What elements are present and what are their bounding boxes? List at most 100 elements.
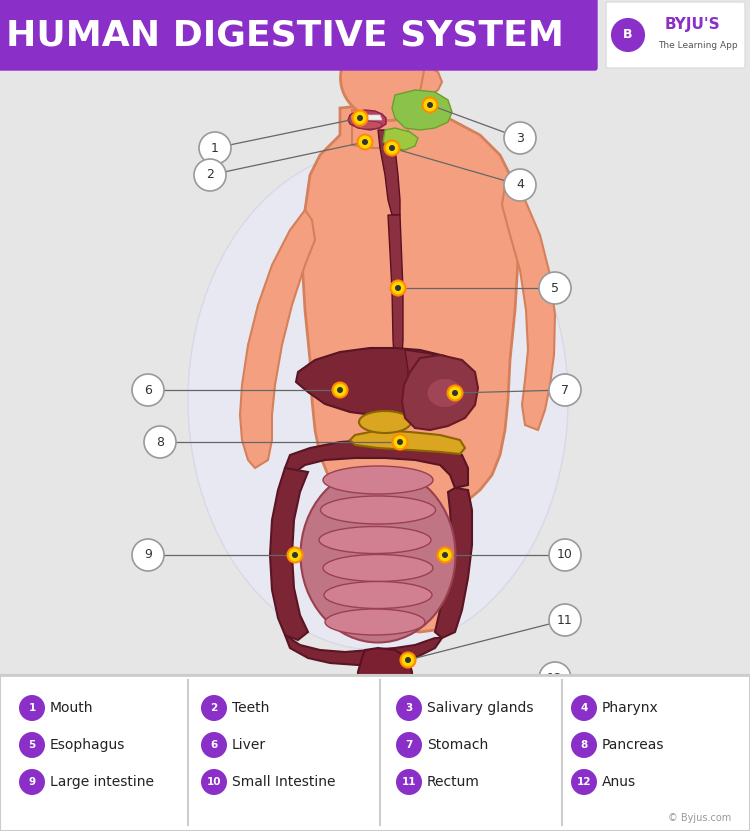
- Circle shape: [357, 115, 363, 121]
- Polygon shape: [302, 105, 518, 632]
- Text: 11: 11: [402, 777, 416, 787]
- Ellipse shape: [340, 36, 436, 120]
- Polygon shape: [352, 115, 382, 120]
- Circle shape: [504, 122, 536, 154]
- Circle shape: [549, 604, 581, 636]
- Polygon shape: [240, 210, 315, 468]
- Text: 12: 12: [577, 777, 591, 787]
- Polygon shape: [285, 635, 442, 665]
- Circle shape: [571, 732, 597, 758]
- Text: © Byjus.com: © Byjus.com: [668, 813, 731, 823]
- Polygon shape: [502, 175, 555, 430]
- Polygon shape: [392, 90, 452, 130]
- Text: 8: 8: [580, 740, 588, 750]
- Circle shape: [201, 732, 227, 758]
- Polygon shape: [405, 350, 468, 416]
- Text: Pancreas: Pancreas: [602, 738, 664, 752]
- Text: 1: 1: [28, 703, 36, 713]
- Circle shape: [332, 382, 347, 397]
- Polygon shape: [358, 648, 412, 726]
- Circle shape: [352, 111, 368, 125]
- Circle shape: [571, 695, 597, 721]
- Text: 9: 9: [144, 548, 152, 562]
- Text: 10: 10: [207, 777, 221, 787]
- Circle shape: [452, 390, 458, 396]
- Circle shape: [201, 695, 227, 721]
- Ellipse shape: [323, 466, 433, 494]
- Text: 3: 3: [516, 131, 524, 145]
- Circle shape: [539, 272, 571, 304]
- Circle shape: [612, 19, 644, 51]
- Ellipse shape: [324, 582, 432, 608]
- Text: 11: 11: [557, 613, 573, 627]
- Circle shape: [19, 695, 45, 721]
- Circle shape: [358, 135, 373, 150]
- Text: 4: 4: [580, 703, 588, 713]
- Polygon shape: [378, 130, 400, 215]
- Circle shape: [396, 732, 422, 758]
- Circle shape: [194, 159, 226, 191]
- Circle shape: [199, 132, 231, 164]
- Text: 2: 2: [206, 169, 214, 181]
- Text: HUMAN DIGESTIVE SYSTEM: HUMAN DIGESTIVE SYSTEM: [6, 19, 564, 53]
- Circle shape: [132, 374, 164, 406]
- Circle shape: [292, 552, 298, 558]
- Polygon shape: [352, 110, 408, 148]
- Ellipse shape: [325, 609, 425, 635]
- Text: Teeth: Teeth: [232, 701, 269, 715]
- Circle shape: [396, 769, 422, 795]
- Circle shape: [392, 435, 407, 450]
- Text: 8: 8: [156, 435, 164, 449]
- Text: 4: 4: [516, 179, 524, 191]
- Text: 9: 9: [28, 777, 35, 787]
- FancyBboxPatch shape: [0, 0, 597, 70]
- Circle shape: [392, 712, 398, 718]
- Circle shape: [385, 140, 400, 155]
- Circle shape: [400, 652, 416, 667]
- Text: 2: 2: [210, 703, 218, 713]
- Polygon shape: [296, 348, 470, 418]
- Polygon shape: [402, 355, 478, 430]
- Text: Salivary glands: Salivary glands: [427, 701, 533, 715]
- Circle shape: [201, 769, 227, 795]
- Circle shape: [571, 769, 597, 795]
- FancyBboxPatch shape: [0, 675, 750, 831]
- Circle shape: [362, 139, 368, 145]
- FancyBboxPatch shape: [606, 2, 745, 68]
- Text: 5: 5: [28, 740, 36, 750]
- Circle shape: [448, 386, 463, 401]
- Ellipse shape: [319, 527, 431, 553]
- Circle shape: [395, 285, 401, 291]
- Text: Stomach: Stomach: [427, 738, 488, 752]
- Text: 3: 3: [405, 703, 412, 713]
- Polygon shape: [270, 468, 308, 640]
- Ellipse shape: [370, 720, 400, 732]
- Circle shape: [144, 426, 176, 458]
- Ellipse shape: [188, 150, 568, 650]
- Text: 6: 6: [144, 383, 152, 396]
- Circle shape: [389, 145, 395, 151]
- Circle shape: [19, 732, 45, 758]
- Text: 7: 7: [561, 383, 569, 396]
- Text: 7: 7: [405, 740, 412, 750]
- Text: Pharynx: Pharynx: [602, 701, 658, 715]
- Polygon shape: [383, 128, 418, 150]
- Circle shape: [504, 169, 536, 201]
- Ellipse shape: [359, 411, 411, 433]
- Ellipse shape: [427, 379, 463, 407]
- Text: 5: 5: [551, 282, 559, 294]
- Polygon shape: [350, 430, 465, 454]
- Text: B: B: [623, 28, 633, 42]
- Text: BYJU'S: BYJU'S: [665, 17, 721, 32]
- Circle shape: [442, 552, 448, 558]
- Circle shape: [437, 548, 452, 563]
- Ellipse shape: [323, 554, 433, 582]
- Text: 12: 12: [547, 671, 562, 685]
- Circle shape: [391, 281, 406, 296]
- Circle shape: [132, 539, 164, 571]
- Circle shape: [405, 657, 411, 663]
- Text: 1: 1: [211, 141, 219, 155]
- Polygon shape: [435, 488, 472, 638]
- Circle shape: [388, 707, 403, 722]
- Circle shape: [19, 769, 45, 795]
